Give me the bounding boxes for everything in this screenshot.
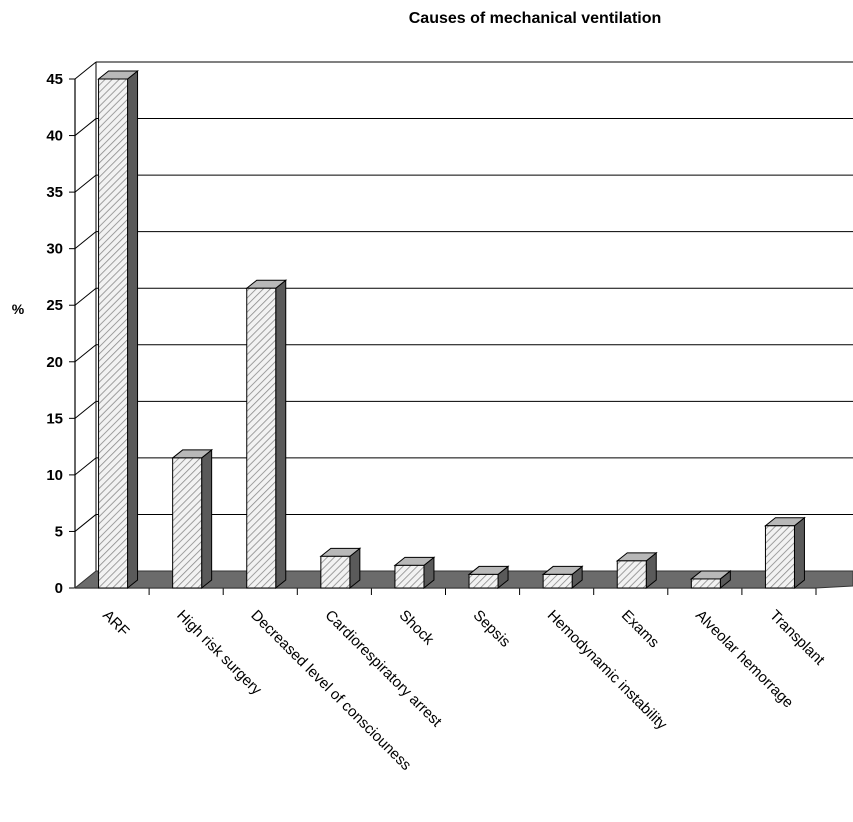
bar-front xyxy=(542,573,573,589)
bar-front xyxy=(246,287,277,589)
bar-side xyxy=(275,279,287,590)
gridline-depth xyxy=(74,61,97,80)
gridline-depth xyxy=(74,514,97,532)
gridline-depth xyxy=(74,174,97,193)
bar-front xyxy=(616,560,647,589)
y-tick-label: 15 xyxy=(46,410,63,427)
y-axis-label: % xyxy=(12,301,25,317)
gridline-depth xyxy=(74,118,97,136)
bar xyxy=(393,556,436,590)
x-tick-label: Decreased level of consciouness xyxy=(247,607,414,774)
x-tick-label: ARF xyxy=(99,607,132,640)
y-tick-label: 45 xyxy=(46,71,63,88)
bar-front xyxy=(172,457,203,589)
bar xyxy=(689,569,732,590)
bar-side xyxy=(201,448,213,590)
x-tick-label: Exams xyxy=(618,607,662,651)
bar-front xyxy=(394,564,425,589)
y-tick-label: 25 xyxy=(46,297,63,314)
bar xyxy=(171,448,214,590)
x-tick-label: Sepsis xyxy=(470,607,514,651)
bar xyxy=(764,516,806,590)
gridline-depth xyxy=(74,231,97,250)
bar-front xyxy=(468,573,499,589)
bar-front xyxy=(764,525,795,589)
bar-front xyxy=(98,78,129,589)
gridline-depth xyxy=(74,344,97,363)
chart-title: Causes of mechanical ventilation xyxy=(409,10,662,27)
y-tick-label: 30 xyxy=(46,241,63,258)
bars xyxy=(97,69,806,590)
bar xyxy=(541,565,584,590)
y-tick-label: 5 xyxy=(55,523,63,540)
y-tick-label: 40 xyxy=(46,128,63,145)
bar xyxy=(97,69,139,590)
y-tick-labels: 0 5 10 15 20 25 30 35 40 45 xyxy=(46,71,63,597)
bar xyxy=(319,547,362,590)
bar-front xyxy=(320,555,351,589)
y-tick-label: 0 xyxy=(55,580,63,597)
bar xyxy=(615,551,658,590)
x-tick-label: Hemodynamic instability xyxy=(544,607,671,734)
bar-side xyxy=(127,69,139,590)
bar xyxy=(245,279,288,590)
y-tick-label: 35 xyxy=(46,184,63,201)
x-tick-label: Shock xyxy=(396,607,438,649)
gridline-depth xyxy=(74,287,97,306)
y-tick-label: 20 xyxy=(46,354,63,371)
x-tick-label: Transplant xyxy=(766,607,828,669)
bar-side xyxy=(793,516,805,590)
bar-front xyxy=(690,578,721,589)
gridlines xyxy=(74,61,853,532)
gridline-depth xyxy=(74,400,97,419)
gridline-depth xyxy=(74,457,97,476)
bar xyxy=(467,565,510,590)
y-tick-label: 10 xyxy=(46,467,63,484)
